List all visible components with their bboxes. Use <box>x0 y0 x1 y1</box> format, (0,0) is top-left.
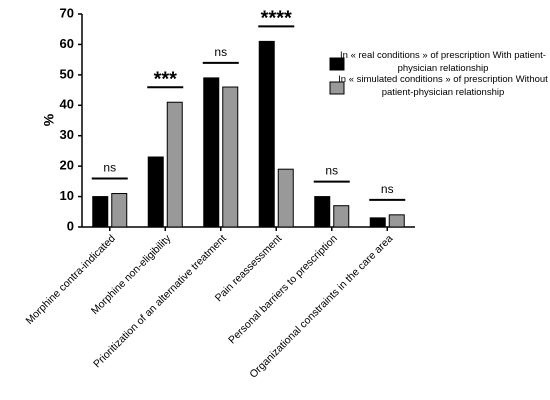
bar <box>369 217 386 228</box>
y-tick-label: 40 <box>60 97 74 112</box>
y-tick-label: 10 <box>60 188 74 203</box>
bar <box>314 196 331 228</box>
legend-label: In « real conditions » of prescription W… <box>340 50 546 74</box>
legend-swatch <box>329 57 345 71</box>
bar <box>92 196 109 228</box>
significance-label: ns <box>325 164 338 178</box>
x-tick-label: Morphine contra-indicated <box>24 232 118 326</box>
significance-label: *** <box>154 69 178 91</box>
y-axis-label: % <box>41 113 57 126</box>
bar <box>258 40 275 228</box>
significance-label: ns <box>381 182 394 196</box>
bar <box>111 193 128 228</box>
y-tick-label: 30 <box>60 127 74 142</box>
bar <box>333 205 350 228</box>
bar <box>277 168 294 228</box>
legend-label: In « simulated conditions » of prescript… <box>338 74 548 98</box>
y-tick-label: 60 <box>60 36 74 51</box>
x-tick-label: Personal barriers to prescription <box>226 232 340 346</box>
bar <box>203 77 220 228</box>
y-tick-label: 50 <box>60 66 74 81</box>
y-tick-label: 0 <box>67 218 74 233</box>
bar <box>222 86 239 228</box>
bar <box>166 101 183 228</box>
bar <box>147 156 164 228</box>
y-tick-label: 20 <box>60 158 74 173</box>
significance-label: ns <box>214 45 227 59</box>
significance-label: ns <box>103 161 116 175</box>
significance-label: **** <box>261 8 292 30</box>
legend-swatch <box>329 81 345 95</box>
bar <box>388 214 405 228</box>
y-tick-label: 70 <box>60 5 74 20</box>
